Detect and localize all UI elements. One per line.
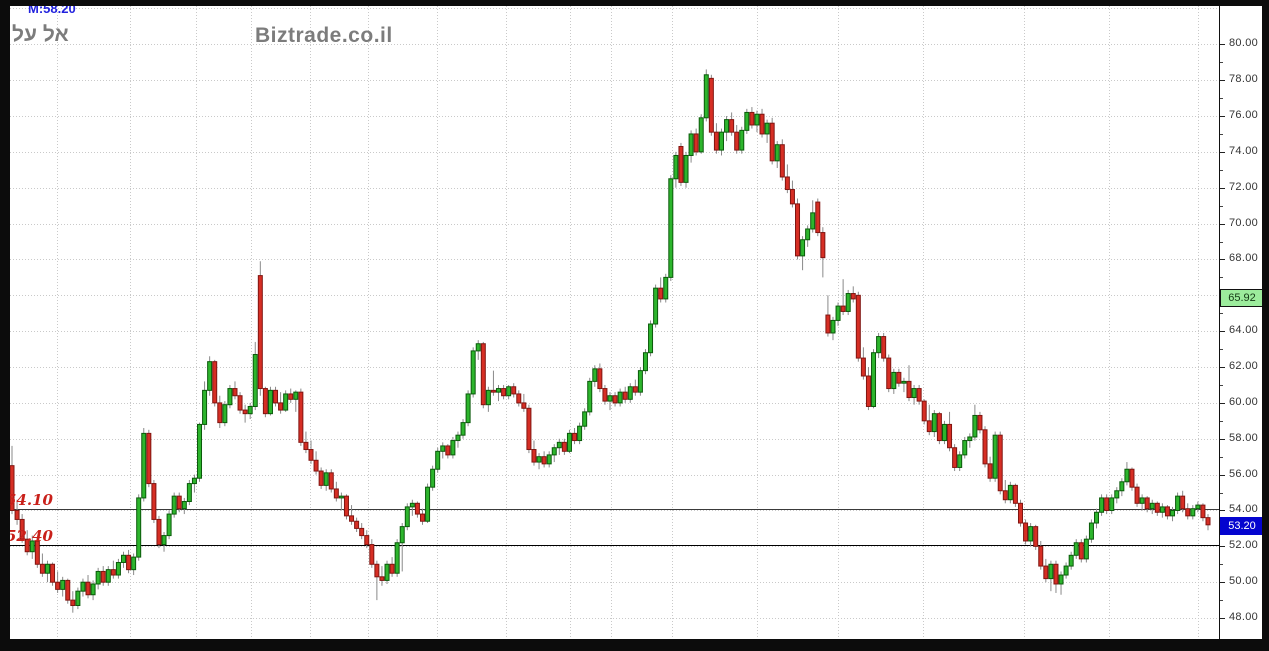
last-price-badge: 53.20 xyxy=(1220,517,1264,535)
axis-minor-tick xyxy=(1220,600,1223,601)
axis-tick xyxy=(1220,224,1225,225)
axis-minor-tick xyxy=(1220,62,1223,63)
level-label-5410: 54.10 xyxy=(6,491,53,509)
axis-tick xyxy=(1220,475,1225,476)
axis-minor-tick xyxy=(1220,134,1223,135)
axis-minor-tick xyxy=(1220,493,1223,494)
axis-label: 78.00 xyxy=(1229,73,1259,85)
axis-label: 58.00 xyxy=(1229,432,1259,444)
axis-label: 48.00 xyxy=(1229,611,1259,623)
axis-tick xyxy=(1220,188,1225,189)
axis-label: 74.00 xyxy=(1229,145,1259,157)
axis-tick xyxy=(1220,367,1225,368)
axis-minor-tick xyxy=(1220,421,1223,422)
axis-label: 60.00 xyxy=(1229,396,1259,408)
axis-minor-tick xyxy=(1220,206,1223,207)
watermark: Biztrade.co.il xyxy=(255,24,393,47)
axis-label: 50.00 xyxy=(1229,575,1259,587)
axis-tick xyxy=(1220,439,1225,440)
axis-minor-tick xyxy=(1220,242,1223,243)
axis-label: 52.00 xyxy=(1229,539,1259,551)
frame-top xyxy=(0,0,1269,6)
axis-label: 70.00 xyxy=(1229,217,1259,229)
axis-label: 76.00 xyxy=(1229,109,1259,121)
frame-right xyxy=(1262,0,1269,651)
candlestick-chart[interactable] xyxy=(10,6,1219,639)
axis-minor-tick xyxy=(1220,457,1223,458)
axis-tick xyxy=(1220,152,1225,153)
instrument-name: אל על xyxy=(12,23,69,46)
axis-tick xyxy=(1220,331,1225,332)
axis-minor-tick xyxy=(1220,385,1223,386)
axis-label: 72.00 xyxy=(1229,181,1259,193)
axis-minor-tick xyxy=(1220,277,1223,278)
axis-minor-tick xyxy=(1220,564,1223,565)
axis-label: 80.00 xyxy=(1229,37,1259,49)
axis-minor-tick xyxy=(1220,313,1223,314)
axis-tick xyxy=(1220,116,1225,117)
axis-minor-tick xyxy=(1220,349,1223,350)
axis-tick xyxy=(1220,80,1225,81)
frame-left xyxy=(0,0,10,651)
axis-label: 62.00 xyxy=(1229,360,1259,372)
axis-tick xyxy=(1220,259,1225,260)
axis-tick xyxy=(1220,44,1225,45)
axis-minor-tick xyxy=(1220,170,1223,171)
axis-tick xyxy=(1220,510,1225,511)
axis-label: 54.00 xyxy=(1229,503,1259,515)
axis-label: 68.00 xyxy=(1229,252,1259,264)
axis-label: 56.00 xyxy=(1229,468,1259,480)
price-axis[interactable]: 65.92 53.20 80.00 78.00 76.00 74.00 72.00 70.… xyxy=(1219,6,1264,639)
level-label-5240: 52.40 xyxy=(6,527,53,545)
axis-minor-tick xyxy=(1220,98,1223,99)
axis-label: 64.00 xyxy=(1229,324,1259,336)
frame-bottom xyxy=(0,639,1269,651)
axis-tick xyxy=(1220,546,1225,547)
axis-tick xyxy=(1220,582,1225,583)
level-price-badge: 65.92 xyxy=(1220,289,1264,307)
axis-tick xyxy=(1220,403,1225,404)
price-chart-plot[interactable]: Biztrade.co.il אל על M:58.20 54.10 52.40 xyxy=(6,1,1219,640)
axis-tick xyxy=(1220,618,1225,619)
